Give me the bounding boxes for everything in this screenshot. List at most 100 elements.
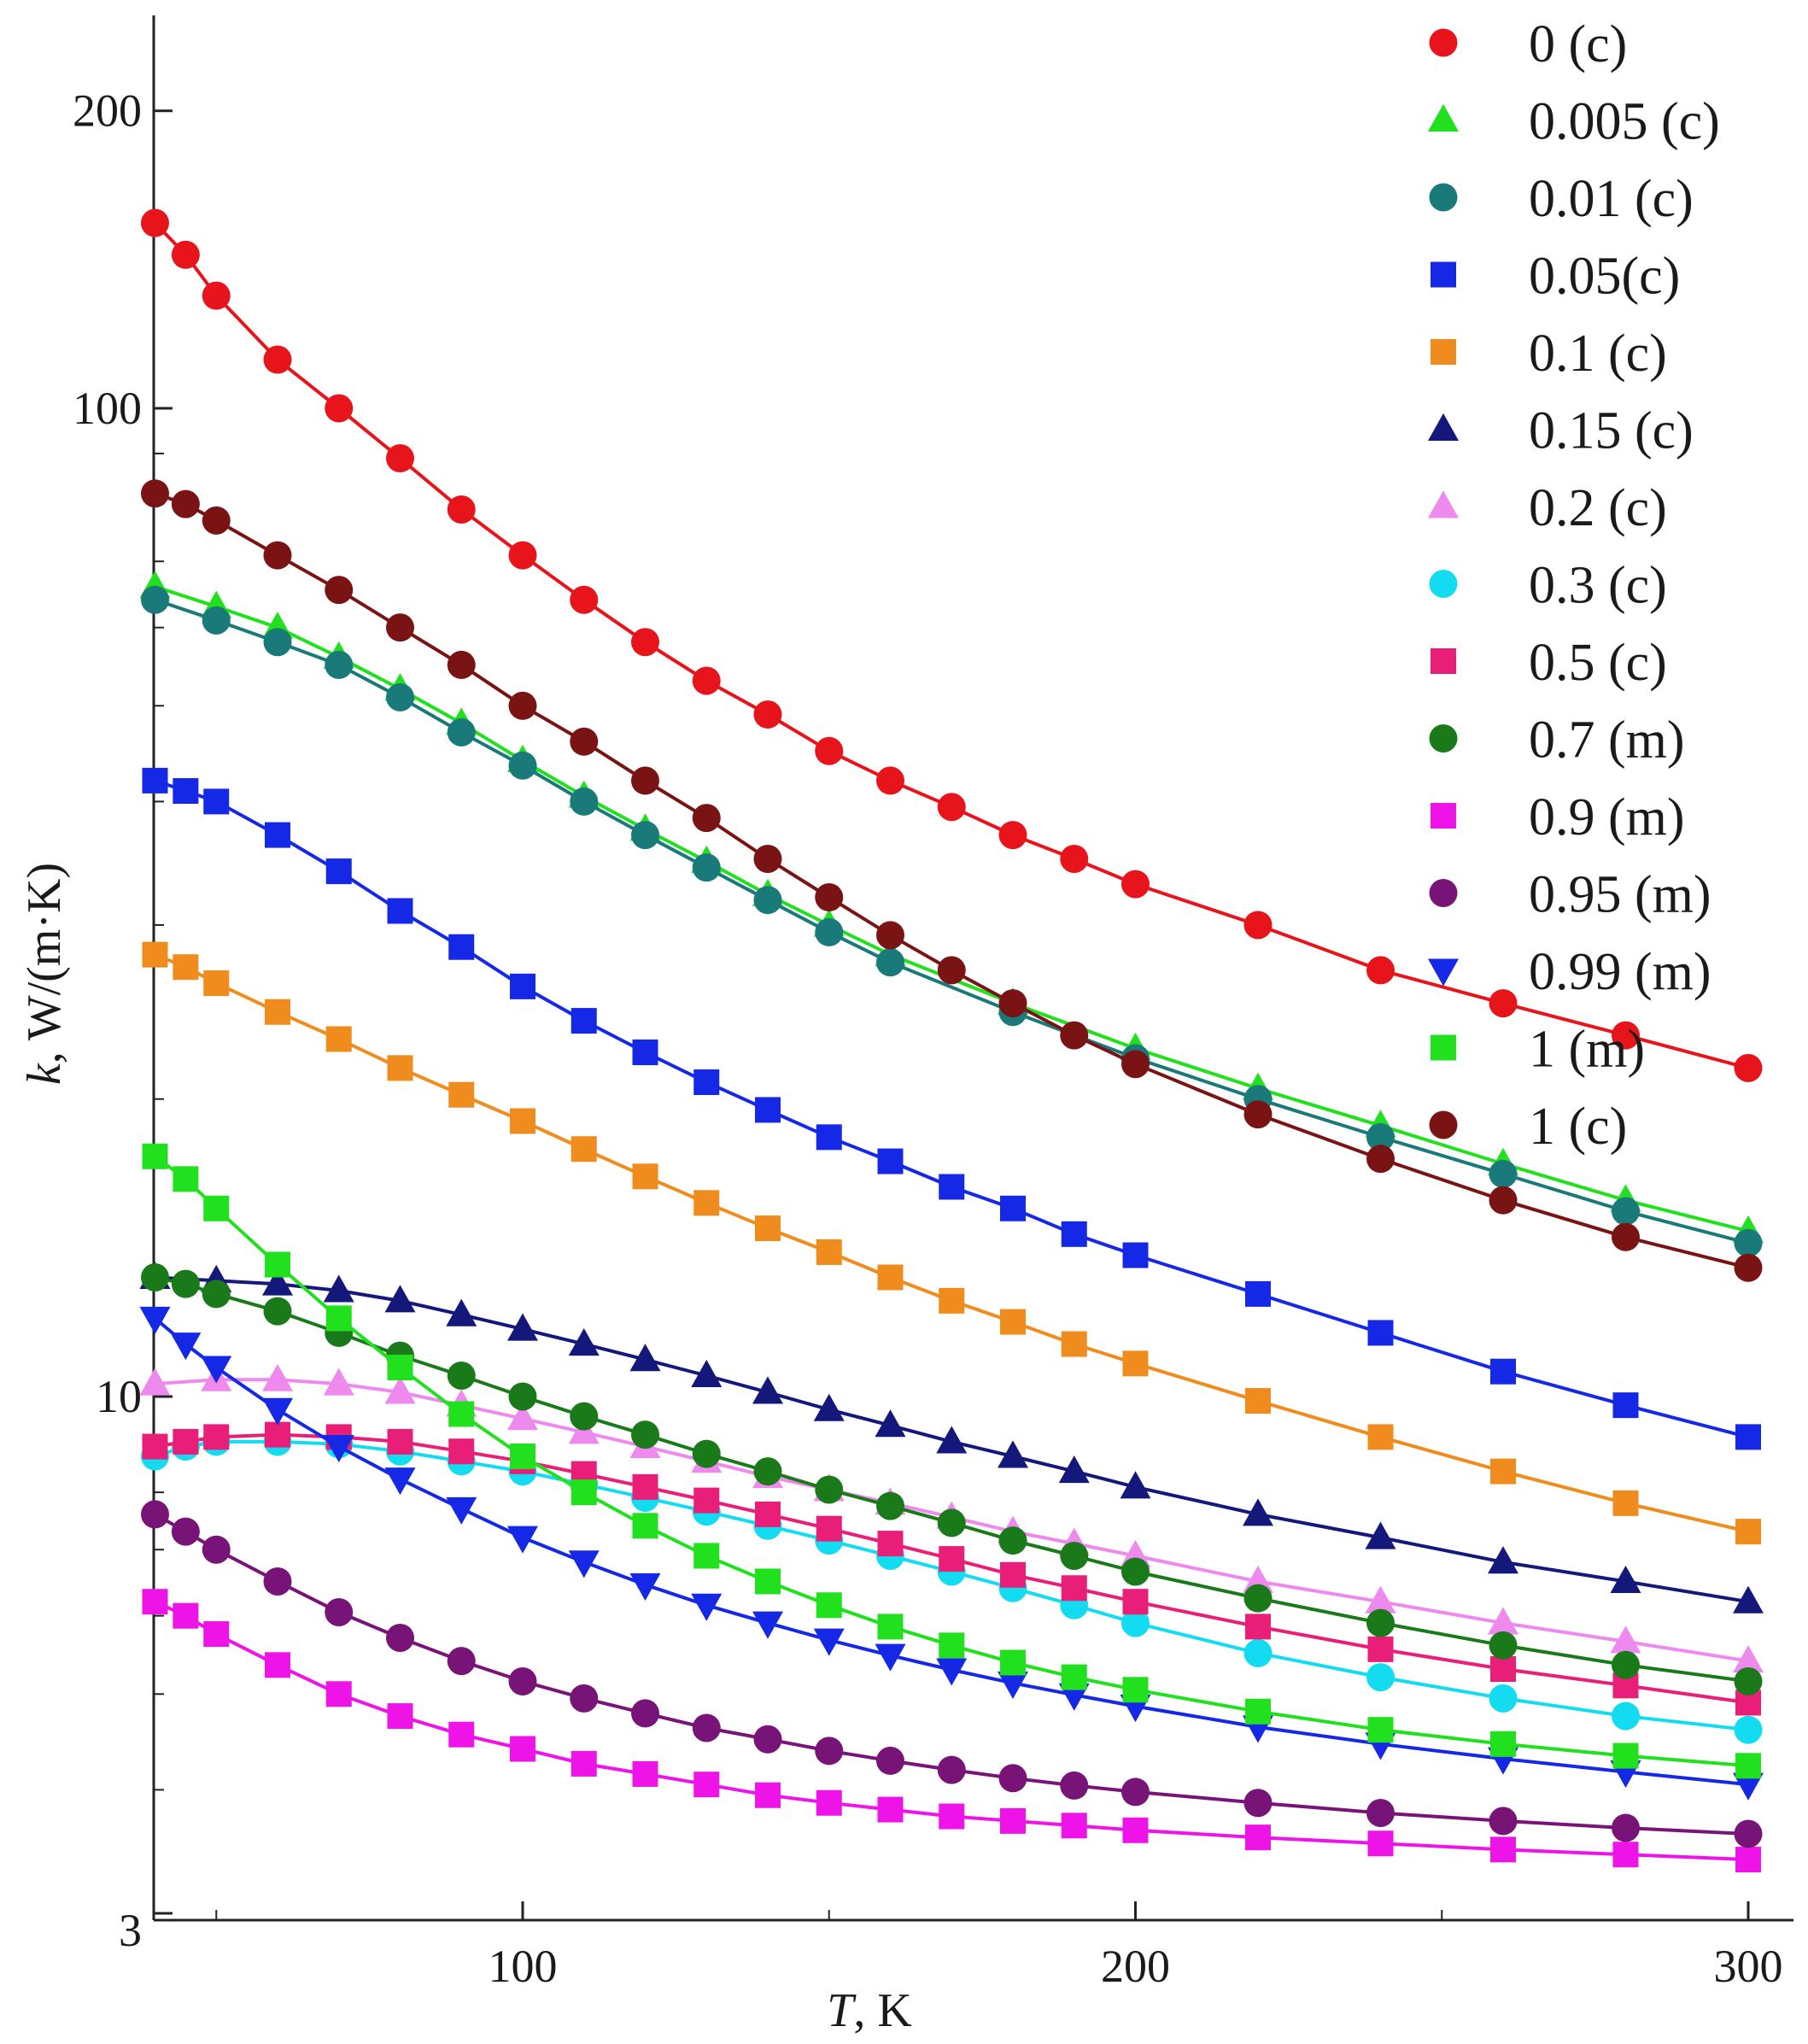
data-point — [1121, 1778, 1150, 1807]
data-point — [755, 1568, 781, 1595]
series-9 — [141, 1262, 1763, 1696]
data-point — [875, 1409, 906, 1438]
data-point — [815, 917, 844, 946]
data-point — [1734, 1715, 1763, 1744]
data-point — [448, 1438, 475, 1465]
data-point — [753, 700, 782, 729]
data-point — [1245, 1280, 1271, 1307]
data-point — [384, 1376, 416, 1404]
data-point — [998, 1764, 1027, 1793]
data-point — [325, 1026, 352, 1052]
data-point — [325, 858, 352, 885]
data-point — [1366, 1145, 1395, 1174]
data-point — [570, 1402, 599, 1431]
data-point — [448, 1401, 475, 1427]
data-point — [387, 1355, 413, 1381]
data-point — [446, 1496, 477, 1525]
data-point — [448, 934, 475, 960]
data-point — [937, 1508, 966, 1537]
data-point — [876, 766, 904, 795]
data-point — [632, 1760, 658, 1787]
legend-label: 1 (m) — [1529, 1021, 1645, 1079]
series-line — [154, 779, 1749, 1439]
x-axis-title: T, K — [827, 1984, 912, 2037]
data-point — [998, 1440, 1028, 1468]
data-point — [631, 628, 659, 657]
data-point — [1000, 1807, 1026, 1834]
data-point — [1366, 956, 1395, 985]
legend-marker — [1429, 183, 1458, 212]
data-point — [693, 1772, 720, 1798]
data-point — [1000, 1309, 1026, 1335]
y-tick-label: 10 — [96, 1371, 142, 1422]
data-point — [815, 883, 844, 912]
data-point — [1735, 1753, 1761, 1779]
data-point — [1367, 1320, 1394, 1346]
legend-label: 0.05(c) — [1529, 248, 1680, 306]
data-point — [816, 1592, 842, 1619]
x-tick-label: 100 — [489, 1941, 558, 1992]
data-point — [1610, 1565, 1641, 1593]
data-point — [202, 281, 231, 310]
data-point — [877, 1148, 904, 1174]
data-point — [1121, 870, 1150, 899]
data-point — [202, 506, 231, 535]
data-point — [325, 1681, 352, 1707]
legend-label: 0.1 (c) — [1529, 325, 1667, 383]
data-point — [875, 1643, 906, 1672]
data-point — [201, 1356, 232, 1384]
data-point — [755, 1215, 781, 1242]
data-point — [203, 1621, 230, 1648]
data-point — [1612, 1701, 1640, 1731]
data-point — [1612, 1197, 1640, 1226]
data-point — [998, 821, 1027, 850]
data-point — [629, 1344, 661, 1372]
data-point — [632, 1513, 658, 1539]
data-point — [568, 1327, 600, 1356]
data-point — [570, 1479, 597, 1506]
data-point — [692, 1439, 721, 1468]
data-point — [1122, 1677, 1149, 1703]
data-point — [448, 1721, 475, 1748]
data-point — [1122, 1817, 1149, 1843]
data-point — [171, 1269, 200, 1298]
series-line — [155, 1378, 1749, 1663]
data-point — [937, 793, 966, 822]
data-point — [1735, 1847, 1761, 1873]
data-point — [1612, 1490, 1639, 1516]
data-point — [692, 1713, 721, 1742]
series-0 — [141, 208, 1763, 1082]
series-2 — [141, 585, 1763, 1257]
data-point — [568, 1550, 600, 1578]
data-point — [632, 1473, 658, 1500]
data-point — [693, 1487, 720, 1514]
data-point — [877, 1264, 904, 1291]
legend-marker — [1429, 28, 1458, 57]
data-point — [1243, 911, 1273, 940]
legend-marker — [1431, 648, 1456, 674]
data-point — [325, 1305, 352, 1332]
data-point — [753, 1457, 782, 1486]
data-point — [752, 1611, 783, 1639]
data-point — [755, 1501, 781, 1527]
data-point — [1122, 1350, 1149, 1377]
data-point — [142, 767, 168, 794]
data-point — [323, 1274, 354, 1303]
legend-marker — [1428, 413, 1459, 441]
legend-marker — [1429, 570, 1458, 598]
data-point — [1000, 1195, 1026, 1221]
series-14 — [141, 479, 1763, 1282]
data-point — [936, 1658, 968, 1686]
data-point — [1366, 1122, 1395, 1151]
data-point — [1612, 1222, 1640, 1251]
data-point — [570, 727, 599, 756]
data-point — [753, 845, 782, 874]
data-point — [570, 787, 599, 816]
data-point — [265, 1652, 290, 1678]
data-point — [1061, 1575, 1087, 1602]
data-point — [1122, 1589, 1149, 1615]
data-point — [1000, 1649, 1026, 1676]
data-point — [753, 1725, 782, 1754]
data-point — [203, 1424, 230, 1450]
data-point — [1243, 1100, 1273, 1129]
